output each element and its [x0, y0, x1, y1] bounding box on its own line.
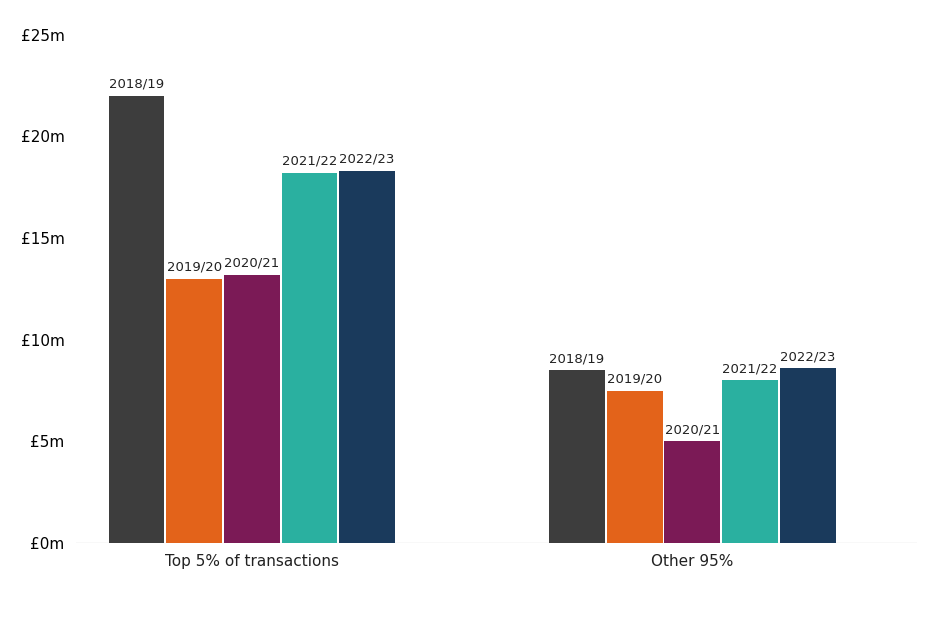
Text: 2020/21: 2020/21 [224, 257, 279, 270]
Text: 2019/20: 2019/20 [166, 260, 222, 274]
Text: 2018/19: 2018/19 [109, 78, 164, 91]
Bar [779, 368, 834, 543]
Text: 2022/23: 2022/23 [339, 153, 395, 166]
Bar [721, 380, 777, 543]
Text: 2018/19: 2018/19 [548, 352, 604, 365]
Text: 2020/21: 2020/21 [664, 423, 719, 436]
Bar [664, 441, 719, 543]
Text: 2022/23: 2022/23 [779, 350, 834, 363]
Bar [281, 173, 337, 543]
Bar [606, 391, 662, 543]
Text: 2019/20: 2019/20 [606, 373, 662, 386]
Text: 2021/22: 2021/22 [721, 362, 777, 375]
Bar [339, 171, 395, 543]
Text: 2021/22: 2021/22 [281, 155, 337, 168]
Bar [166, 279, 222, 543]
Bar [224, 275, 279, 543]
Bar [109, 96, 164, 543]
Bar [548, 370, 604, 543]
